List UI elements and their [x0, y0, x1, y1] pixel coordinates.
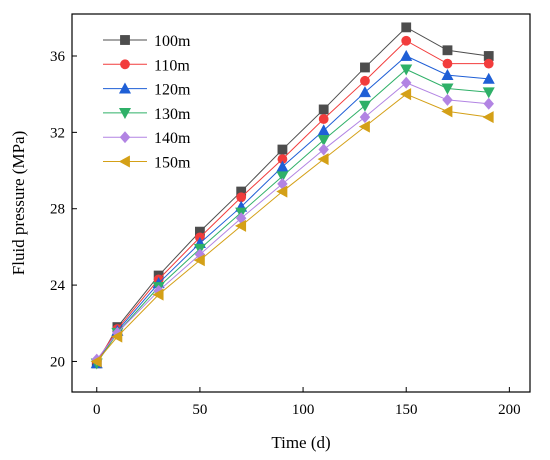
data-point-150m: [276, 185, 288, 198]
y-tick-label: 24: [50, 278, 66, 294]
x-tick-label: 50: [192, 402, 207, 418]
data-point-150m: [152, 288, 164, 301]
series-line-140m: [96, 82, 489, 360]
legend-marker: [120, 59, 130, 70]
x-tick-label: 0: [93, 402, 101, 418]
data-point-140m: [483, 97, 494, 110]
data-point-120m: [400, 49, 413, 61]
data-point-110m: [401, 35, 412, 46]
data-point-110m: [236, 192, 247, 203]
series-140m: [91, 76, 494, 366]
data-point-110m: [483, 58, 494, 69]
data-point-150m: [193, 254, 205, 267]
legend-label: 130m: [154, 106, 191, 123]
legend-marker: [118, 108, 132, 120]
data-point-150m: [235, 219, 247, 232]
data-point-100m: [401, 22, 412, 33]
data-point-120m: [317, 124, 330, 136]
axis-ticks: 0 50 100 150 200 20 24 28 32 36: [50, 49, 521, 418]
data-point-130m: [441, 83, 454, 95]
data-point-150m: [90, 355, 102, 368]
data-point-110m: [442, 58, 453, 69]
series-group: [90, 22, 495, 370]
series-line-100m: [96, 26, 489, 364]
y-tick-label: 32: [50, 125, 65, 141]
x-tick-label: 100: [292, 402, 315, 418]
legend-item-110m: 110m: [103, 57, 190, 74]
series-100m: [91, 22, 494, 369]
legend-label: 100m: [154, 33, 191, 50]
x-tick-label: 150: [395, 402, 418, 418]
data-point-110m: [360, 75, 370, 86]
legend-label: 150m: [154, 155, 191, 172]
data-point-100m: [360, 62, 370, 73]
data-point-130m: [317, 135, 330, 147]
legend-marker: [118, 155, 130, 168]
data-point-130m: [400, 64, 413, 76]
data-point-140m: [359, 111, 371, 124]
plot-frame: [71, 13, 531, 393]
legend-marker: [118, 82, 132, 94]
series-120m: [90, 49, 495, 369]
data-point-100m: [442, 45, 453, 56]
data-point-150m: [358, 120, 370, 133]
data-point-130m: [276, 171, 289, 183]
data-point-140m: [318, 143, 329, 156]
series-150m: [90, 88, 494, 368]
data-point-140m: [442, 93, 453, 106]
legend-marker: [119, 131, 131, 144]
y-tick-label: 20: [50, 354, 65, 370]
x-tick-label: 200: [498, 402, 521, 418]
data-point-150m: [482, 111, 494, 124]
x-axis-title: Time (d): [271, 433, 330, 452]
data-point-120m: [276, 160, 289, 172]
data-point-130m: [358, 100, 371, 112]
y-tick-label: 28: [50, 202, 65, 218]
series-line-120m: [96, 55, 489, 364]
data-point-120m: [358, 86, 371, 98]
legend-marker: [120, 35, 130, 45]
data-point-150m: [400, 88, 412, 101]
data-point-150m: [441, 105, 453, 118]
legend-item-150m: 150m: [103, 155, 191, 172]
legend-label: 120m: [154, 82, 191, 99]
legend-item-130m: 130m: [103, 106, 191, 123]
data-point-110m: [318, 114, 329, 124]
data-point-120m: [482, 72, 495, 84]
data-point-120m: [441, 68, 454, 80]
legend-item-140m: 140m: [103, 130, 191, 147]
series-130m: [90, 64, 495, 370]
legend-label: 110m: [154, 57, 190, 74]
y-tick-label: 36: [50, 49, 66, 65]
data-point-130m: [482, 87, 495, 99]
series-110m: [91, 35, 494, 367]
data-point-100m: [277, 144, 288, 155]
data-point-140m: [400, 76, 412, 89]
data-point-150m: [317, 153, 329, 166]
legend-item-100m: 100m: [103, 33, 191, 50]
legend-item-120m: 120m: [103, 82, 191, 99]
legend-label: 140m: [154, 130, 191, 147]
legend: 100m 110m 120m 130m 140m 150m: [103, 33, 191, 172]
data-point-150m: [111, 330, 123, 343]
data-point-100m: [318, 104, 329, 115]
y-axis-title: Fluid pressure (MPa): [9, 131, 28, 275]
